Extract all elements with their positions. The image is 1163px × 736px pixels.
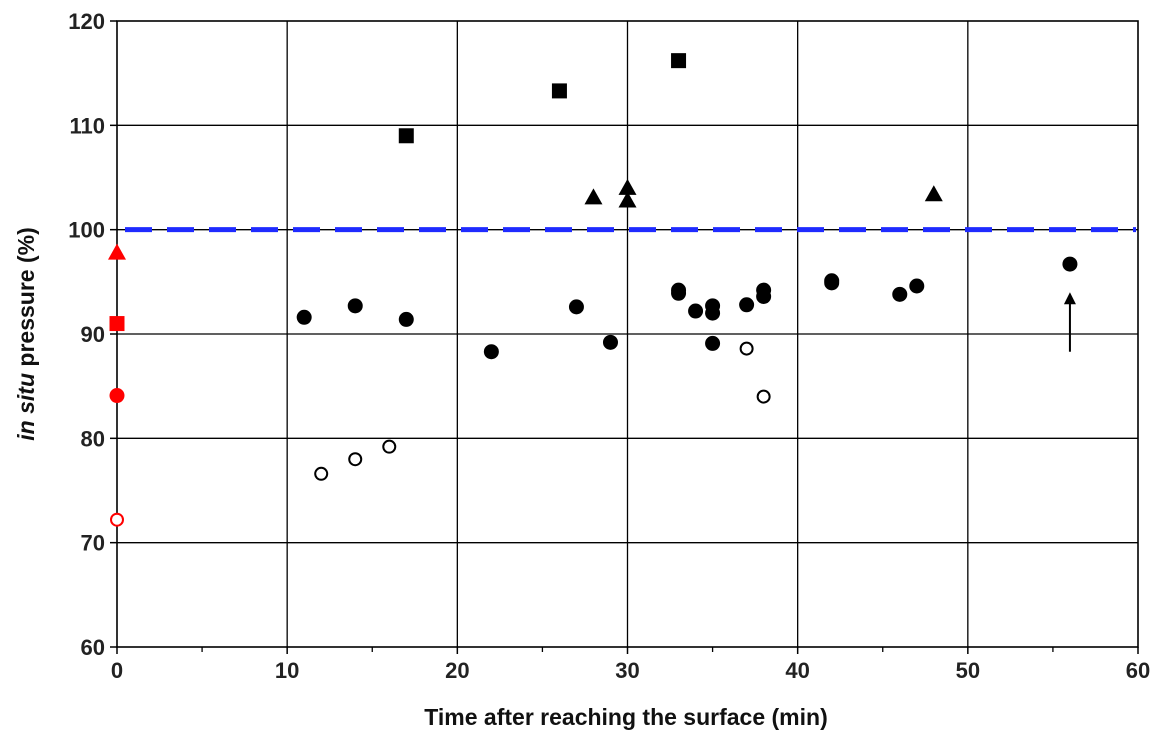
x-tick-label: 40 [785,658,809,683]
y-axis-title-rest: pressure (%) [13,227,39,373]
data-point-triangle [618,178,637,195]
annotations [1063,292,1076,352]
data-point-open-circle [314,466,329,481]
data-point-filled-circle [483,344,499,360]
x-tick-label: 50 [956,658,980,683]
y-tick-label: 110 [70,113,106,138]
data-points [108,53,1078,527]
data-point-filled-circle [739,297,755,313]
data-point-filled-circle [568,299,584,315]
data-point-filled-circle [756,288,772,304]
y-tick-labels: 60 70 80 90 100 110 120 [68,9,105,660]
data-point-filled-circle [688,303,704,319]
data-point-filled-circle [705,335,721,351]
data-point-square [109,316,125,332]
data-point-filled-circle [109,388,125,404]
data-point-open-circle [756,389,771,404]
data-point-square [398,128,414,144]
data-point-filled-circle [398,311,414,327]
data-point-filled-circle [705,305,721,321]
y-tick-label: 70 [81,531,105,556]
data-point-filled-circle [347,298,363,314]
data-point-open-circle [382,439,397,454]
data-point-square [551,83,567,99]
data-point-open-circle [348,452,363,467]
y-tick-label: 120 [68,9,105,34]
data-point-open-circle [739,341,754,356]
data-point-filled-circle [1062,256,1078,272]
data-point-filled-circle [909,278,925,294]
data-point-filled-circle [671,285,687,301]
y-tick-label: 80 [81,426,105,451]
y-tick-label: 100 [68,218,105,243]
x-tick-label: 0 [111,658,123,683]
x-tick-label: 20 [445,658,469,683]
data-point-triangle [108,243,126,260]
x-tick-label: 10 [275,658,299,683]
data-point-triangle [618,191,637,208]
axes [110,20,1139,654]
data-point-filled-circle [296,309,312,325]
y-axis-title-italic: in situ [13,373,39,441]
data-point-triangle [584,188,603,205]
x-axis-title: Time after reaching the surface (min) [424,704,827,730]
y-axis-title: in situ pressure (%) [13,227,39,440]
x-tick-labels: 0 10 20 30 40 50 60 [111,658,1150,683]
data-point-filled-circle [602,334,618,350]
data-point-open-circle [110,512,124,527]
x-tick-label: 60 [1126,658,1150,683]
y-tick-label: 60 [81,635,105,660]
data-point-square [671,53,687,69]
y-tick-label: 90 [81,322,105,347]
data-point-triangle [924,185,943,202]
data-point-filled-circle [824,275,840,291]
grid-lines [117,21,1138,647]
data-point-filled-circle [892,286,908,302]
x-tick-label: 30 [615,658,639,683]
arrow-head [1063,292,1076,305]
